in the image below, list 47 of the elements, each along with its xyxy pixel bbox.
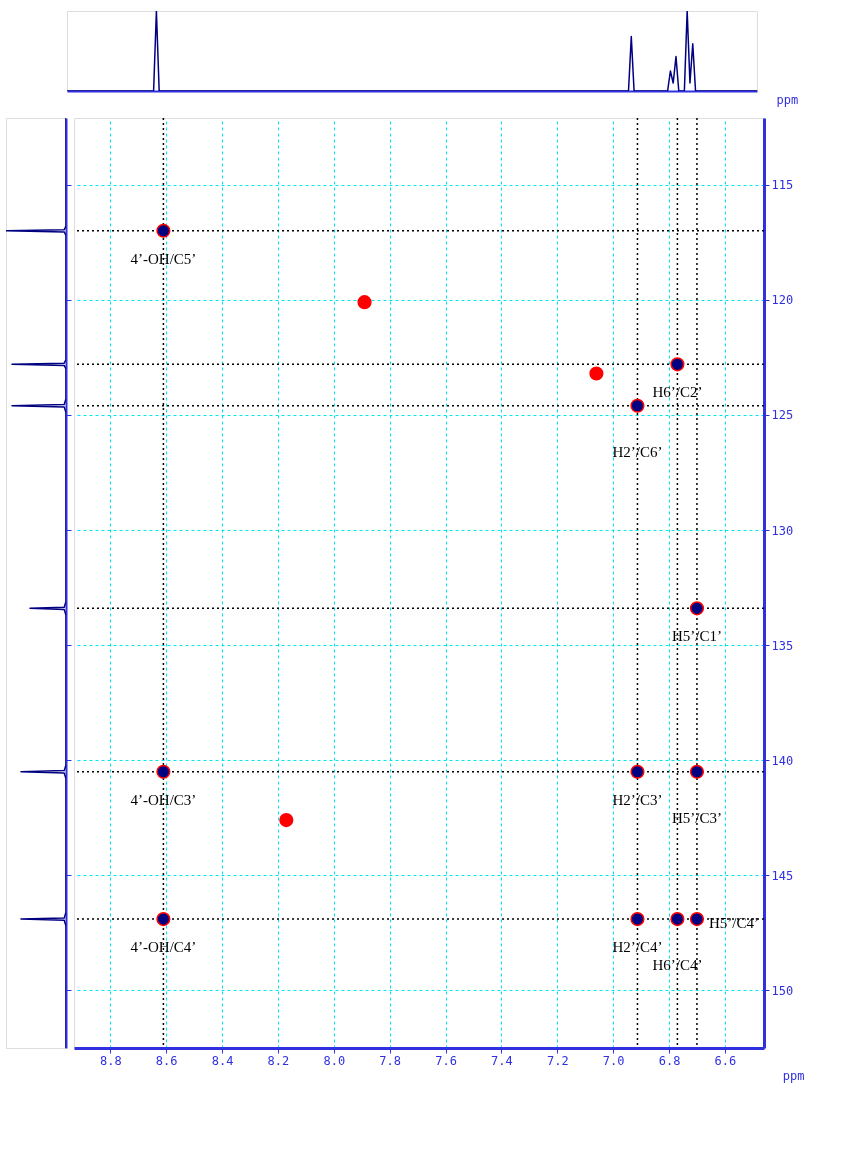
point — [357, 295, 372, 310]
point — [689, 764, 705, 779]
annotation: 4’-OH/C3’ — [130, 791, 197, 808]
x-tick-label: 7.4 — [491, 1053, 513, 1068]
y-tick-label: 150 — [771, 983, 794, 998]
annotation: 4’-OH/C5’ — [130, 250, 197, 267]
annotation: H2’/C3’ — [612, 791, 663, 808]
y-tick-label: 125 — [771, 408, 794, 423]
x-tick-label: 7.8 — [379, 1053, 402, 1068]
annotation: H5’/C3’ — [671, 809, 722, 826]
x-tick-label: 8.8 — [99, 1053, 122, 1068]
point — [670, 912, 685, 927]
annotation: H5’/C4’ — [708, 915, 759, 932]
y-axis-title: ppm — [776, 92, 799, 107]
point — [279, 813, 294, 828]
x-tick-label: 8.2 — [267, 1053, 290, 1068]
x-tick-label: 8.6 — [155, 1053, 178, 1068]
y-tick-label: 130 — [771, 523, 794, 538]
point — [630, 764, 645, 779]
point — [689, 912, 705, 927]
x-tick-label: 8.0 — [323, 1053, 346, 1068]
y-tick-label: 140 — [771, 753, 794, 768]
y-tick-label: 135 — [771, 638, 794, 653]
point — [156, 223, 171, 238]
x-tick-label: 7.6 — [435, 1053, 457, 1068]
x-tick-label: 7.2 — [546, 1053, 569, 1068]
point — [630, 398, 645, 413]
annotation: H2’/C4’ — [612, 939, 663, 956]
point — [156, 912, 171, 927]
x-tick-label: 8.4 — [211, 1053, 234, 1068]
point — [589, 366, 604, 381]
annotation: H6’/C2’ — [652, 384, 703, 401]
x-tick-label: 6.6 — [714, 1053, 737, 1068]
x-tick-label: 7.0 — [602, 1053, 625, 1068]
y-tick-label: 120 — [771, 293, 794, 308]
annotation: H5’/C1’ — [671, 628, 722, 645]
x-tick-label: 6.8 — [658, 1053, 681, 1068]
x-axis-title: ppm — [782, 1068, 805, 1083]
point — [689, 601, 705, 616]
point — [670, 357, 685, 372]
point — [156, 764, 171, 779]
y-tick-label: 115 — [771, 178, 794, 193]
y-tick-label: 145 — [771, 868, 794, 883]
annotation: H2’/C6’ — [612, 443, 663, 460]
point — [630, 912, 645, 927]
annotation: 4’-OH/C4’ — [130, 939, 197, 956]
annotation: H6’/C4’ — [652, 957, 703, 974]
